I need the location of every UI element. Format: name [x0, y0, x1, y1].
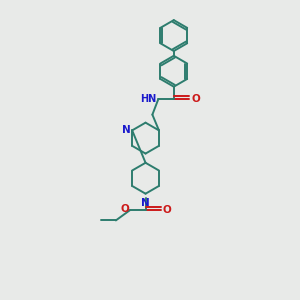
- Text: N: N: [141, 198, 150, 208]
- Text: O: O: [120, 204, 129, 214]
- Text: N: N: [122, 125, 131, 135]
- Text: O: O: [163, 205, 172, 215]
- Text: O: O: [191, 94, 200, 104]
- Text: HN: HN: [141, 94, 157, 103]
